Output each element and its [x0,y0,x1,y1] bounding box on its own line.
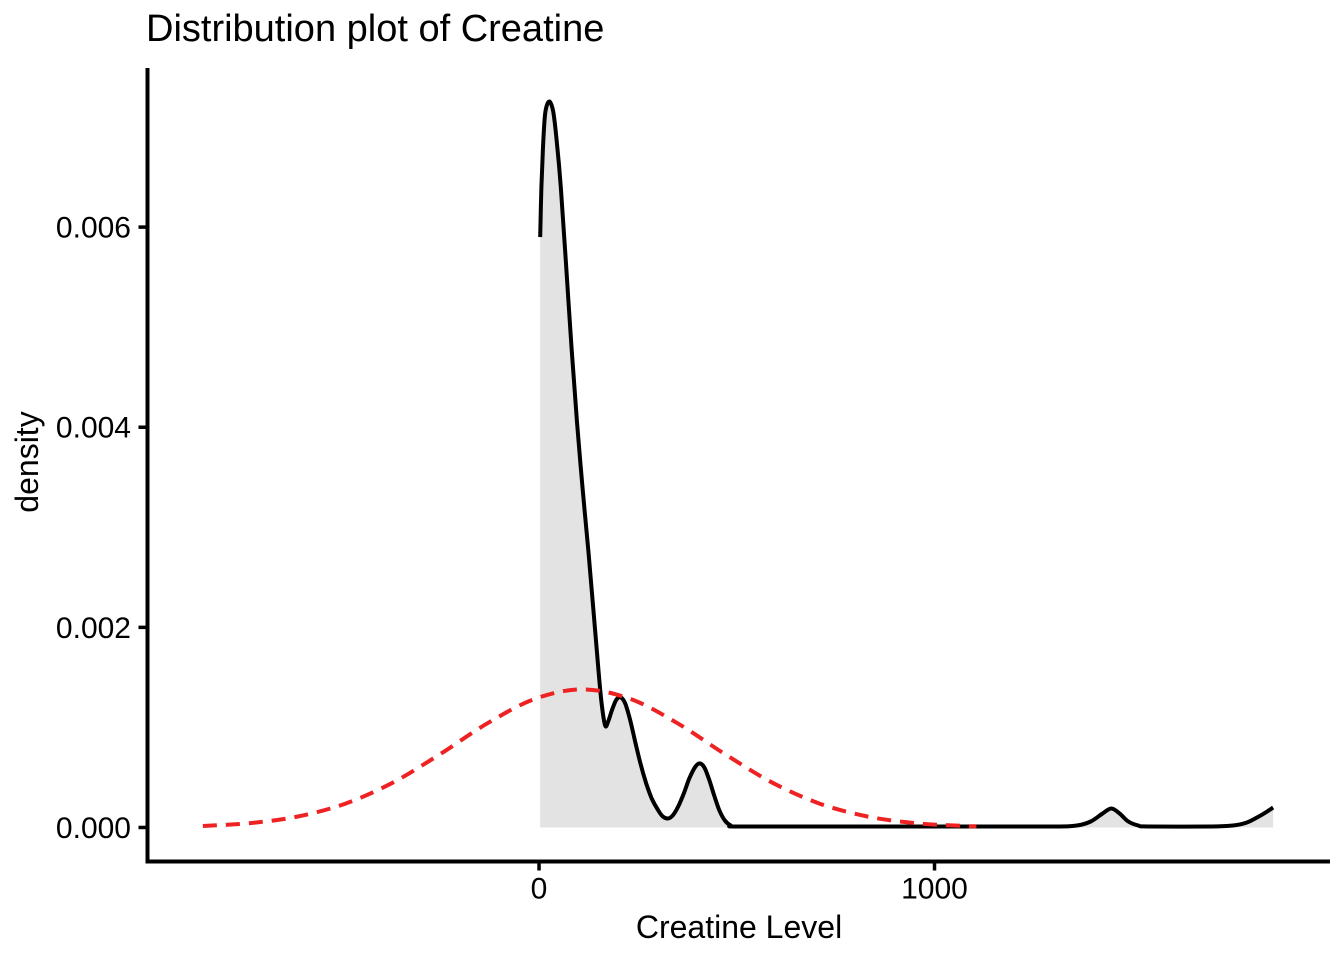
creatine-kde-density-line [538,99,1275,829]
chart-title: Distribution plot of Creatine [146,8,605,50]
y-axis-title: density [9,411,45,513]
x-tick-label: 0 [531,873,548,906]
y-tick-label: 0.000 [56,812,131,845]
normal-reference-curve-line [202,687,977,829]
creatine-kde-density-fill [540,101,1274,828]
y-tick-label: 0.006 [56,212,131,245]
x-axis-title: Creatine Level [635,909,843,945]
x-tick-label: 1000 [901,873,968,906]
y-tick-label: 0.002 [56,612,131,645]
y-tick-label: 0.004 [56,412,131,445]
